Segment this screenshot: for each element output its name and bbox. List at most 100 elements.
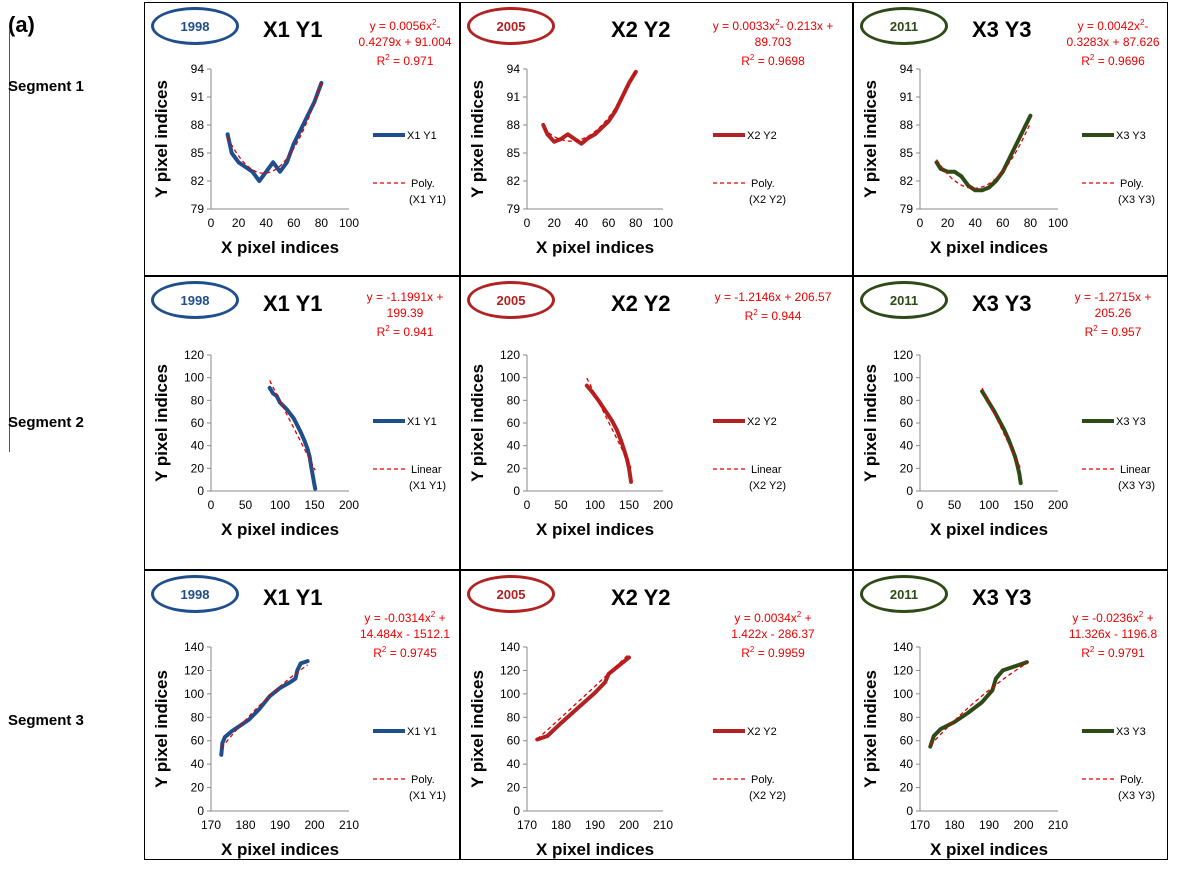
- legend-series-label: X3 Y3: [1116, 130, 1146, 142]
- legend-trend-label: Linear (X1 Y1): [409, 464, 446, 492]
- x-tick-label: 100: [1048, 216, 1068, 230]
- chart-panel: 2011 X3 Y3 y = -0.0236x2 + 11.326x - 1196.8…: [853, 570, 1168, 860]
- trendline: [929, 662, 1028, 746]
- y-axis-title: Y pixel indices: [861, 80, 880, 198]
- trendline: [220, 664, 308, 749]
- trendline-equation: y = 0.0034x2 + 1.422x - 286.37 R2 = 0.9959: [698, 607, 848, 661]
- trendline-equation: y = -1.1991x + 199.39 R2 = 0.941: [355, 289, 455, 340]
- segment-label-3: Segment 3: [8, 712, 84, 729]
- y-tick-label: 0: [906, 484, 913, 498]
- legend-series-label: X3 Y3: [1116, 726, 1146, 738]
- legend-series-label: X1 Y1: [407, 130, 437, 142]
- data-series-line: [219, 659, 310, 757]
- equation-line: 11.326x - 1196.8: [1068, 627, 1158, 641]
- legend-series-label: X2 Y2: [747, 416, 777, 428]
- legend-trend-label-line: Poly.: [751, 774, 775, 786]
- x-tick-label: 210: [339, 818, 359, 832]
- x-tick-label: 210: [653, 818, 673, 832]
- y-tick-label: 100: [893, 687, 913, 701]
- y-tick-label: 88: [507, 118, 521, 132]
- y-tick-label: 120: [500, 348, 520, 362]
- x-tick-label: 180: [235, 818, 255, 832]
- equation-line: R2 = 0.957: [1084, 324, 1142, 339]
- y-tick-label: 85: [191, 146, 205, 160]
- trendline-equation: y = -1.2715x + 205.26 R2 = 0.957: [1063, 289, 1163, 340]
- y-tick-label: 85: [900, 146, 914, 160]
- chart-title: X2 Y2: [611, 17, 671, 42]
- x-tick-label: 20: [232, 216, 246, 230]
- equation-line: 1.422x - 286.37: [731, 627, 815, 641]
- legend-trend-label-line: (X2 Y2): [749, 194, 786, 206]
- year-badge: 2011: [860, 7, 948, 45]
- legend-trend-label-line: (X1 Y1): [409, 194, 446, 206]
- y-tick-label: 20: [191, 461, 205, 475]
- y-tick-label: 88: [191, 118, 205, 132]
- x-tick-label: 0: [208, 498, 215, 512]
- x-tick-label: 100: [979, 498, 999, 512]
- equation-line: y = -1.2715x +: [1074, 290, 1152, 304]
- y-tick-label: 80: [191, 393, 205, 407]
- chart-panel: 1998 X1 Y1 y = 0.0056x2- 0.4279x + 91.004 R2…: [144, 2, 460, 276]
- equation-line: R2 = 0.9959: [741, 645, 805, 660]
- y-tick-label: 80: [507, 710, 521, 724]
- chart-panel: 2005 X2 Y2 y = 0.0034x2 + 1.422x - 286.37 R2…: [460, 570, 853, 860]
- legend-trend-label-line: Linear: [411, 464, 442, 476]
- legend-trend-label-line: (X3 Y3): [1118, 480, 1155, 492]
- y-tick-label: 140: [500, 640, 520, 654]
- legend-trend-label-line: (X3 Y3): [1118, 790, 1155, 802]
- y-tick-label: 0: [513, 804, 520, 818]
- legend-trend-label: Poly. (X2 Y2): [749, 178, 786, 206]
- y-tick-label: 94: [507, 62, 521, 76]
- y-tick-label: 82: [507, 174, 521, 188]
- chart-panel: 2005 X2 Y2 y = 0.0033x2- 0.213x + 89.703 R2 …: [460, 2, 853, 276]
- x-tick-label: 170: [201, 818, 221, 832]
- x-tick-label: 170: [910, 818, 930, 832]
- x-tick-label: 150: [304, 498, 324, 512]
- data-series-line: [934, 113, 1033, 193]
- equation-line: 89.703: [754, 35, 792, 49]
- legend-series-label: X3 Y3: [1116, 416, 1146, 428]
- y-tick-label: 60: [507, 734, 521, 748]
- legend-trend-label-line: Linear: [751, 464, 782, 476]
- x-tick-label: 180: [944, 818, 964, 832]
- y-tick-label: 40: [507, 439, 521, 453]
- x-tick-label: 40: [575, 216, 589, 230]
- trendline-equation: y = -1.2146x + 206.57 R2 = 0.944: [698, 289, 848, 324]
- y-tick-label: 140: [184, 640, 204, 654]
- chart-title: X2 Y2: [611, 291, 671, 316]
- x-tick-label: 0: [917, 498, 924, 512]
- plot-svg: 79 82 85 88 91 94 0 20 40 60 80 100 X pixel indices Y…: [468, 62, 786, 257]
- x-tick-label: 200: [1048, 498, 1068, 512]
- x-tick-label: 60: [602, 216, 616, 230]
- y-tick-label: 60: [191, 734, 205, 748]
- y-tick-label: 120: [184, 663, 204, 677]
- data-series-line: [267, 385, 318, 491]
- legend-trend-label-line: Linear: [1120, 464, 1151, 476]
- y-tick-label: 20: [507, 461, 521, 475]
- x-tick-label: 200: [339, 498, 359, 512]
- year-badge: 1998: [151, 7, 239, 45]
- x-tick-label: 50: [239, 498, 253, 512]
- x-tick-label: 60: [996, 216, 1010, 230]
- y-tick-label: 80: [191, 710, 205, 724]
- legend-series-label: X1 Y1: [407, 726, 437, 738]
- chart-panel: 1998 X1 Y1 y = -1.1991x + 199.39 R2 = 0.941 0…: [144, 276, 460, 570]
- equation-line: y = -0.0314x2 +: [364, 610, 446, 625]
- equation-line: R2 = 0.9696: [1081, 53, 1145, 68]
- data-series-line: [225, 81, 324, 183]
- segment-label-1: Segment 1: [8, 78, 84, 95]
- chart-title: X1 Y1: [263, 585, 323, 610]
- equation-line: y = -1.2146x + 206.57: [714, 290, 832, 304]
- y-tick-label: 88: [900, 118, 914, 132]
- plot-svg: 0 20 40 60 80 100 120 0 50 100 150 200 X pixel indic…: [468, 348, 786, 539]
- y-tick-label: 79: [191, 202, 205, 216]
- year-badge: 1998: [151, 575, 239, 613]
- equation-line: y = -1.1991x +: [366, 290, 444, 304]
- legend-series-label: X2 Y2: [747, 130, 777, 142]
- x-axis-title: X pixel indices: [221, 520, 339, 539]
- y-tick-label: 120: [893, 663, 913, 677]
- equation-line: R2 = 0.9791: [1081, 645, 1145, 660]
- x-tick-label: 190: [979, 818, 999, 832]
